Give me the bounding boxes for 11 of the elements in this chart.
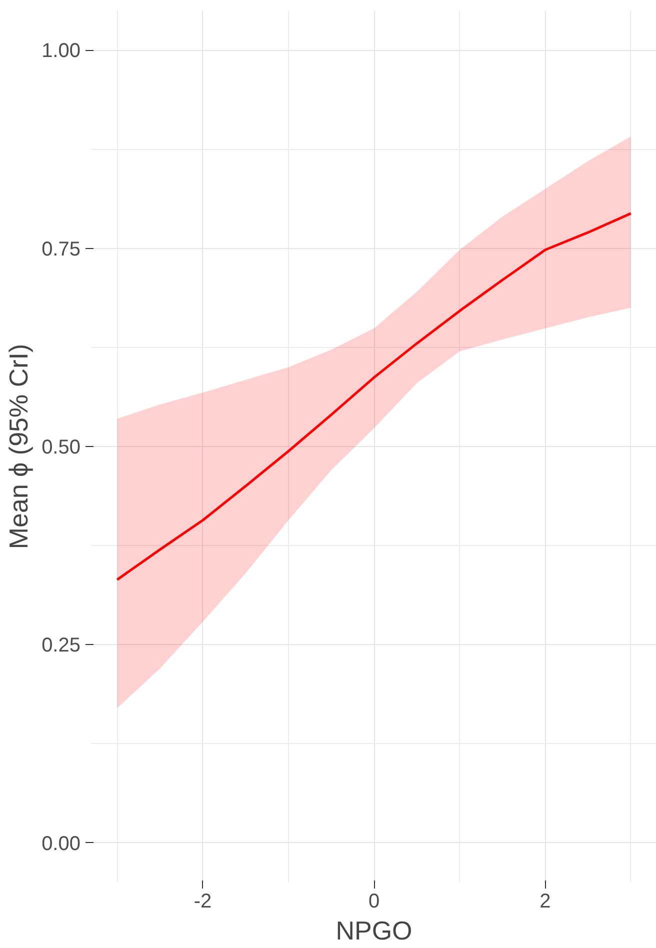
x-tick-label: -2 (194, 890, 212, 912)
y-axis-title: Mean ϕ (95% CrI) (4, 344, 34, 550)
line-series (116, 212, 632, 581)
x-tick-label: 2 (540, 890, 551, 912)
y-tick-label: 0.75 (42, 238, 81, 260)
y-tick-label: 0.00 (42, 832, 81, 855)
x-axis-title: NPGO (336, 916, 412, 946)
x-tick-label: 0 (368, 890, 380, 912)
y-tick-label: 0.25 (42, 634, 81, 657)
y-tick-label: 1.00 (42, 40, 81, 62)
y-tick-label: 0.50 (42, 436, 81, 458)
